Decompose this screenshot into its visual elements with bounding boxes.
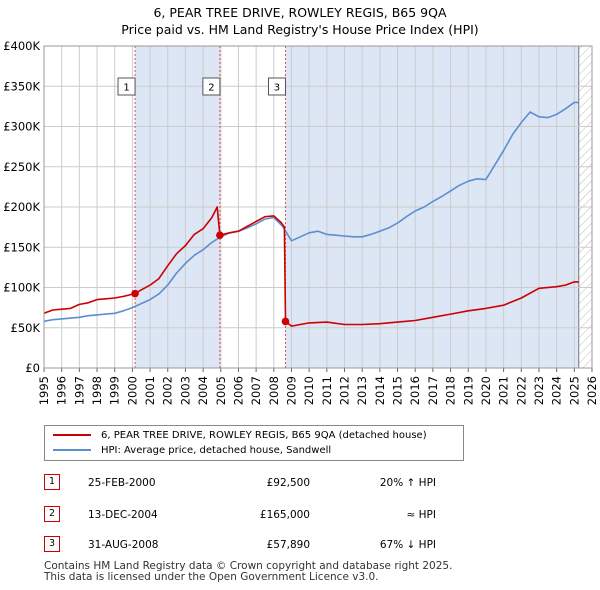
x-tick-label: 2012	[338, 376, 352, 405]
y-tick-label: £200K	[3, 200, 40, 214]
x-tick-label: 2003	[178, 376, 192, 405]
x-tick-label: 2006	[231, 376, 245, 405]
x-tick-label: 1997	[72, 376, 86, 405]
legend-item-property: 6, PEAR TREE DRIVE, ROWLEY REGIS, B65 9Q…	[53, 429, 427, 443]
x-tick-label: 2016	[408, 376, 422, 405]
legend-item-hpi: HPI: Average price, detached house, Sand…	[53, 444, 331, 458]
footer-licence: This data is licensed under the Open Gov…	[44, 571, 379, 583]
legend: 6, PEAR TREE DRIVE, ROWLEY REGIS, B65 9Q…	[44, 425, 464, 461]
legend-swatch-hpi	[53, 449, 91, 451]
transaction-number-badge: 3	[44, 536, 60, 552]
x-tick-label: 2007	[249, 376, 263, 405]
y-tick-label: £100K	[3, 281, 40, 295]
x-tick-label: 2017	[426, 376, 440, 405]
transaction-hpi-comparison: 67% ↓ HPI	[379, 539, 436, 551]
transaction-number-badge: 2	[44, 506, 60, 522]
x-tick-label: 2009	[284, 376, 298, 405]
transaction-hpi-comparison: 20% ↑ HPI	[379, 477, 436, 489]
x-tick-label: 2025	[567, 376, 581, 405]
transaction-label-number: 1	[123, 83, 129, 94]
plot-frame	[43, 45, 593, 369]
y-tick-label: £0	[25, 361, 40, 375]
transaction-marker	[216, 231, 224, 239]
transaction-hpi-comparison: ≈ HPI	[406, 509, 436, 521]
footer-copyright: Contains HM Land Registry data © Crown c…	[44, 560, 453, 572]
x-tick-label: 2018	[444, 376, 458, 405]
x-tick-label: 2022	[514, 376, 528, 405]
x-tick-label: 2004	[196, 376, 210, 405]
x-tick-label: 2015	[391, 376, 405, 405]
legend-label-hpi: HPI: Average price, detached house, Sand…	[101, 445, 332, 456]
x-tick-label: 2005	[214, 376, 228, 405]
transaction-label-box	[117, 77, 136, 96]
x-tick-label: 1995	[37, 376, 51, 405]
transaction-price: £92,500	[266, 477, 310, 489]
transaction-label-box	[202, 77, 221, 96]
transaction-price: £165,000	[259, 509, 310, 521]
property-price-line	[43, 206, 579, 327]
footer: Contains HM Land Registry data © Crown c…	[44, 561, 452, 583]
x-tick-label: 2001	[143, 376, 157, 405]
transaction-label-number: 3	[274, 83, 280, 94]
x-tick-label: 2020	[479, 376, 493, 405]
chart-title: 6, PEAR TREE DRIVE, ROWLEY REGIS, B65 9Q…	[0, 4, 600, 38]
x-tick-label: 2014	[373, 376, 387, 405]
price-chart: 1 2 3 £0 £50K £100K £150K £200K £250K £300K £350K…	[3, 39, 599, 405]
transaction-date: 25-FEB-2000	[88, 477, 156, 489]
x-tick-label: 2024	[550, 376, 564, 405]
y-tick-label: £150K	[3, 240, 40, 254]
x-tick-label: 2013	[355, 376, 369, 405]
x-tick-label: 2008	[267, 376, 281, 405]
transaction-date: 13-DEC-2004	[88, 509, 158, 521]
y-tick-label: £250K	[3, 160, 40, 174]
x-tick-label: 2010	[302, 376, 316, 405]
x-tick-label: 2002	[161, 376, 175, 405]
y-tick-label: £350K	[3, 79, 40, 93]
y-tick-label: £300K	[3, 120, 40, 134]
chart-title-line1: 6, PEAR TREE DRIVE, ROWLEY REGIS, B65 9Q…	[153, 5, 447, 20]
x-tick-label: 2021	[497, 376, 511, 405]
x-tick-label: 2011	[320, 376, 334, 405]
x-tick-label: 1996	[55, 376, 69, 405]
legend-label-property: 6, PEAR TREE DRIVE, ROWLEY REGIS, B65 9Q…	[101, 430, 427, 441]
x-tick-label: 2023	[532, 376, 546, 405]
x-tick-label: 2000	[125, 376, 139, 405]
chart-title-line2: Price paid vs. HM Land Registry's House …	[121, 22, 479, 37]
transaction-number-badge: 1	[44, 474, 60, 490]
legend-swatch-property	[53, 434, 91, 436]
y-tick-label: £400K	[3, 39, 40, 53]
x-tick-label: 1999	[108, 376, 122, 405]
transaction-marker	[281, 317, 290, 326]
x-tick-label: 2026	[585, 376, 599, 405]
transaction-label-box	[267, 77, 286, 96]
transaction-date: 31-AUG-2008	[88, 539, 159, 551]
hpi-line	[43, 101, 579, 323]
transaction-price: £57,890	[266, 539, 310, 551]
x-tick-label: 2019	[461, 376, 475, 405]
transaction-label-number: 2	[208, 83, 214, 94]
y-tick-label: £50K	[11, 321, 41, 335]
transaction-marker	[131, 289, 139, 298]
x-tick-label: 1998	[90, 376, 104, 405]
